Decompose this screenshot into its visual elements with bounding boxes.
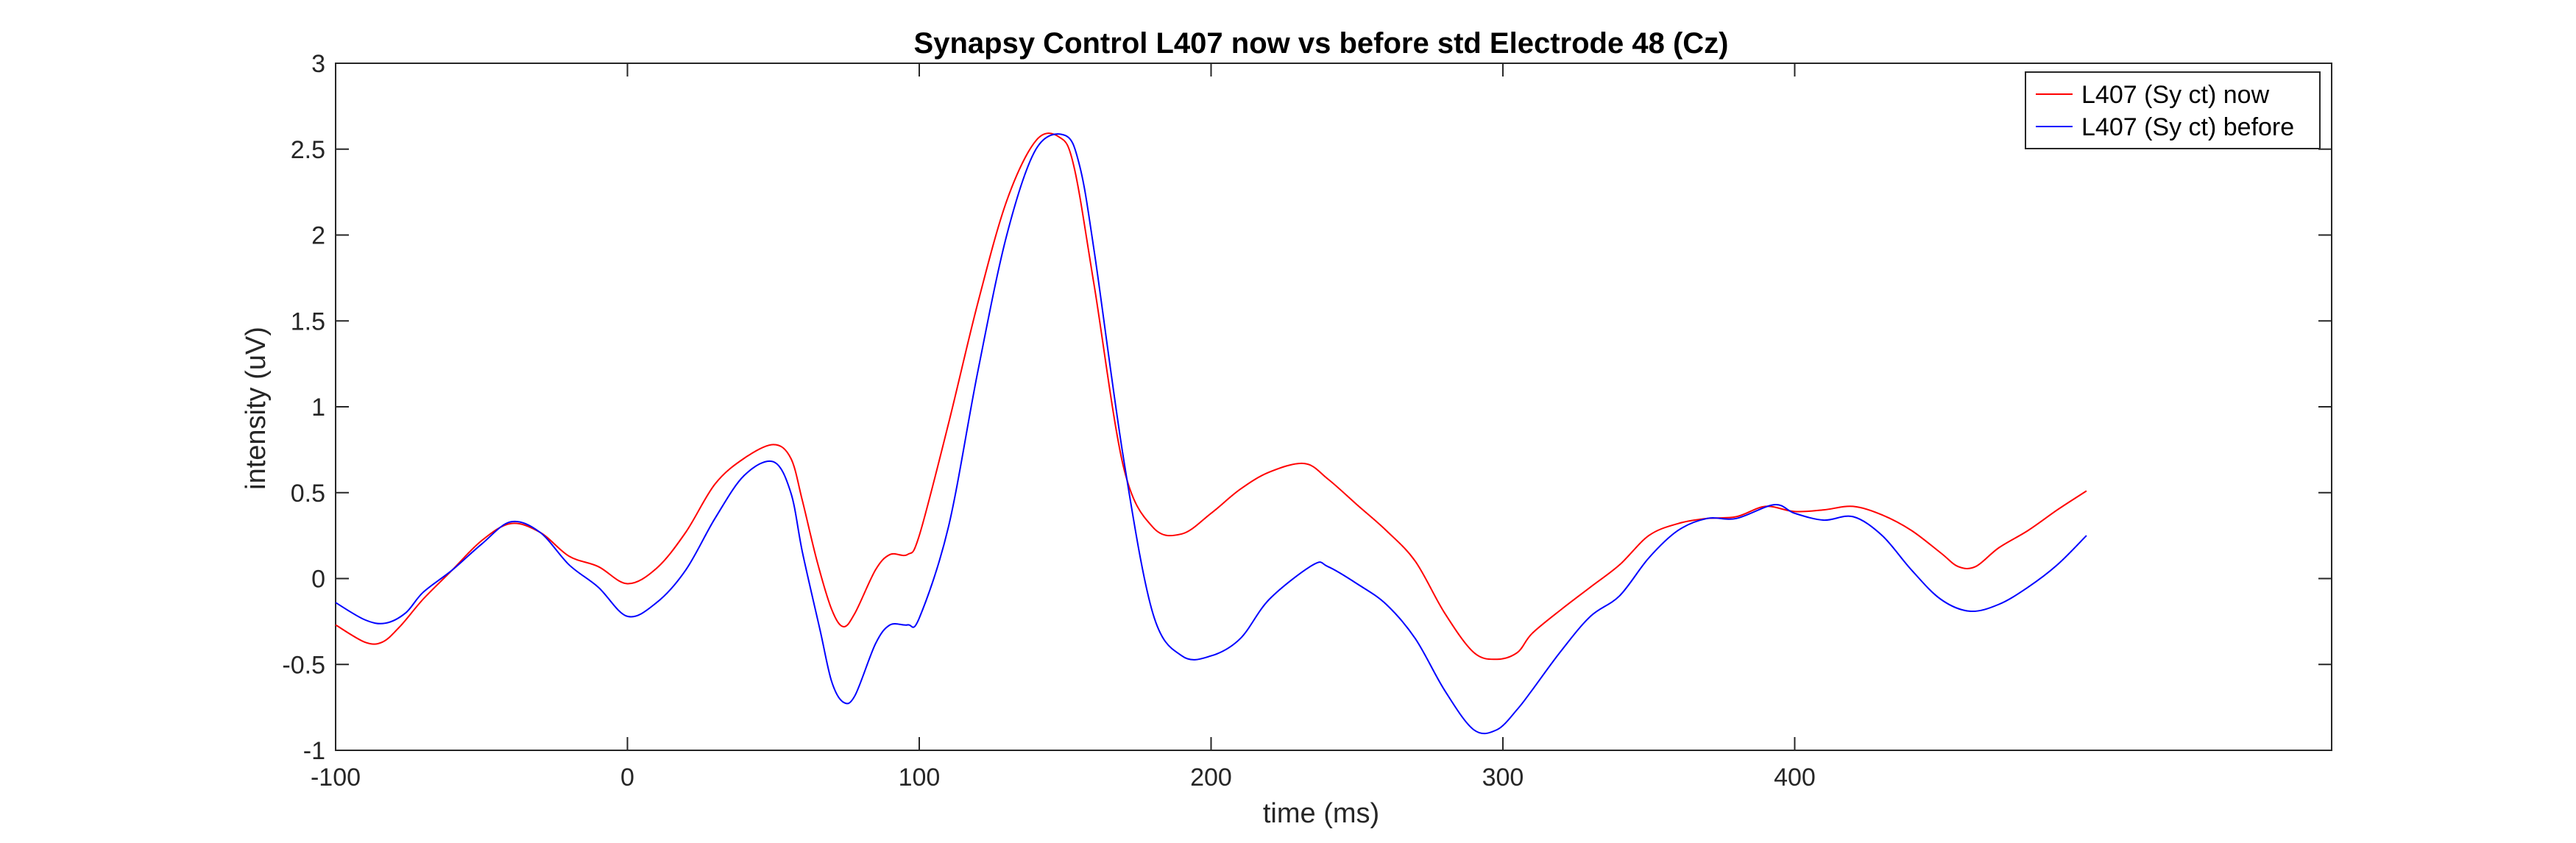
y-tick-label: 0	[311, 566, 325, 594]
y-tick-label: 2	[311, 222, 325, 250]
legend-label: L407 (Sy ct) before	[2081, 113, 2294, 141]
x-tick-label: 0	[620, 764, 634, 792]
legend-label: L407 (Sy ct) now	[2081, 81, 2270, 109]
x-tick-label: 400	[1774, 764, 1816, 792]
y-tick-label: 0.5	[291, 480, 325, 508]
y-tick-label: -0.5	[282, 651, 325, 679]
chart-title: Synapsy Control L407 now vs before std E…	[914, 27, 1729, 60]
x-tick-label: 200	[1190, 764, 1232, 792]
x-tick-label: -100	[311, 764, 361, 792]
legend: L407 (Sy ct) now L407 (Sy ct) before	[2025, 72, 2320, 149]
x-tick-label: 300	[1482, 764, 1524, 792]
y-tick-label: 1	[311, 394, 325, 422]
y-axis-label: intensity (uV)	[241, 327, 272, 490]
x-tick-label: 100	[899, 764, 941, 792]
y-tick-label: -1	[303, 737, 325, 765]
y-tick-label: 2.5	[291, 136, 325, 164]
y-tick-label: 3	[311, 50, 325, 78]
y-tick-label: 1.5	[291, 307, 325, 335]
x-axis-label: time (ms)	[1263, 798, 1379, 829]
